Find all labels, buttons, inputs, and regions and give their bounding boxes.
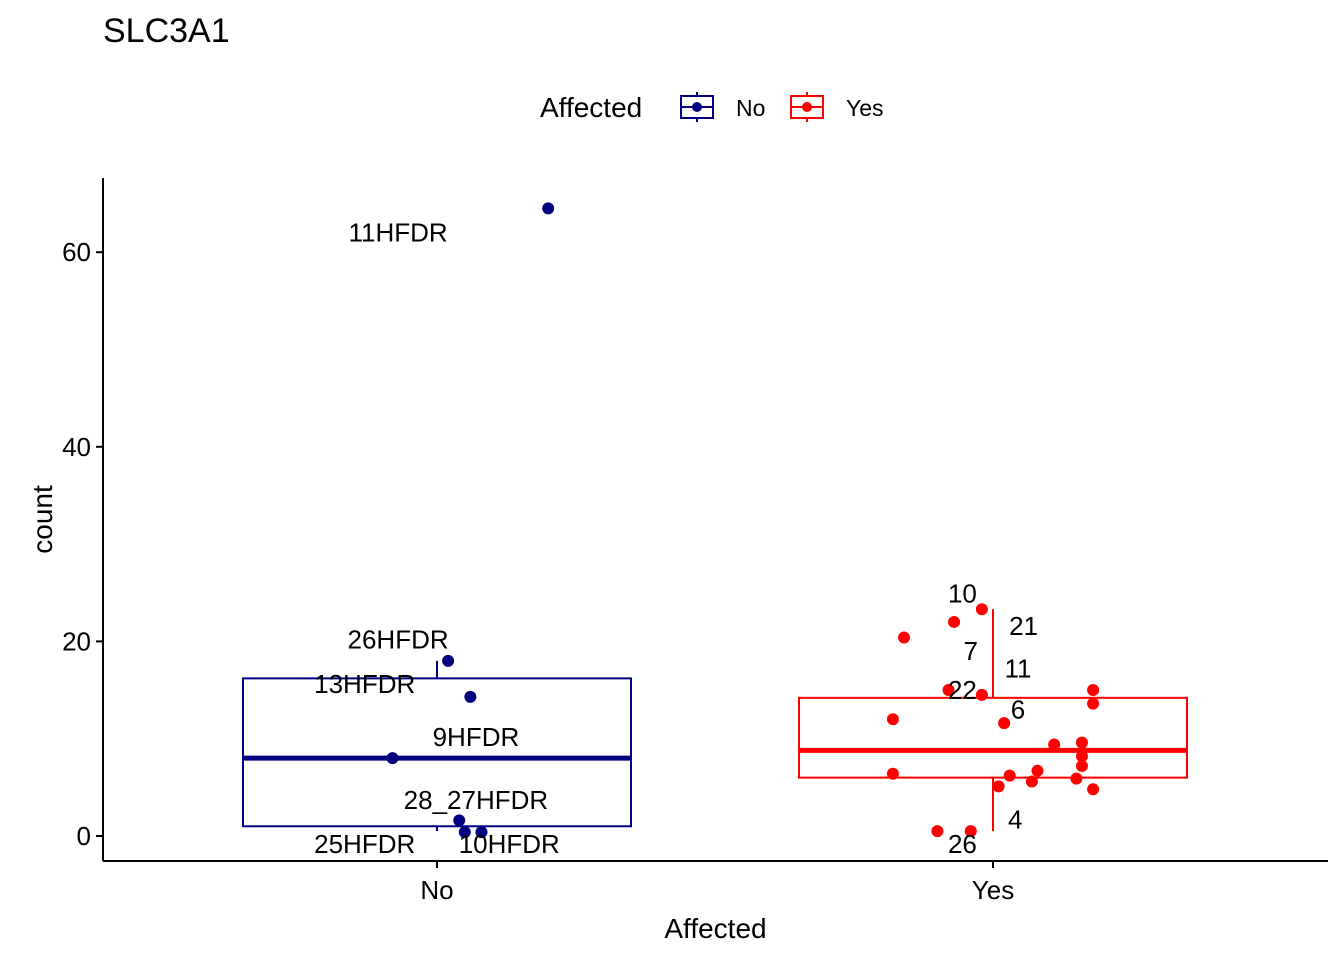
point-label: 22 [948, 675, 977, 705]
data-point [453, 814, 466, 827]
data-point [475, 826, 488, 839]
legend: Affected No Yes [540, 92, 884, 123]
point-label: 28_27HFDR [404, 785, 549, 815]
point-label: 13HFDR [314, 669, 415, 699]
data-point [1087, 697, 1100, 710]
data-point [931, 825, 944, 838]
point-label: 26HFDR [348, 624, 449, 654]
data-point [942, 684, 955, 697]
y-tick-label: 60 [62, 237, 91, 267]
data-point [975, 603, 988, 616]
data-point [464, 690, 477, 703]
data-point [998, 717, 1011, 730]
data-point [1075, 759, 1088, 772]
legend-key-point [692, 102, 702, 112]
box-iqr [242, 677, 632, 828]
axes: 0 20 40 60 No Yes Affected count [27, 178, 1328, 944]
point-label: 25HFDR [314, 829, 415, 859]
point-label: 6 [1011, 695, 1025, 725]
box-iqr [798, 696, 1188, 779]
legend-label: Yes [846, 95, 884, 121]
data-points [386, 202, 1100, 839]
point-label: 10 [948, 579, 977, 609]
chart-title: SLC3A1 [103, 12, 230, 50]
data-point [948, 615, 961, 628]
data-point [458, 826, 471, 839]
point-label: 9HFDR [433, 722, 520, 752]
data-point [992, 780, 1005, 793]
data-point [964, 825, 977, 838]
point-label: 26 [948, 829, 977, 859]
data-point [1070, 772, 1083, 785]
y-tick-label: 20 [62, 626, 91, 656]
data-point [542, 202, 555, 215]
point-label: 7 [964, 636, 978, 666]
legend-label: No [736, 95, 765, 121]
point-label: 10HFDR [459, 829, 560, 859]
y-axis-title: count [27, 485, 58, 554]
x-axis-title: Affected [664, 913, 766, 944]
data-point [1003, 769, 1016, 782]
data-point [1087, 783, 1100, 796]
legend-key-point [802, 102, 812, 112]
x-tick-label: Yes [972, 875, 1014, 905]
data-point [886, 713, 899, 726]
boxes [242, 609, 1188, 832]
data-point [442, 654, 455, 667]
data-point [1031, 764, 1044, 777]
point-label: 11HFDR [348, 218, 447, 248]
data-point [898, 631, 911, 644]
data-point [1025, 775, 1038, 788]
y-tick-label: 0 [77, 821, 91, 851]
data-point [386, 752, 399, 765]
point-label: 11 [1005, 654, 1032, 684]
y-tick-label: 40 [62, 432, 91, 462]
data-point [1048, 738, 1061, 751]
point-label: 21 [1009, 611, 1038, 641]
point-label: 4 [1008, 804, 1022, 834]
x-tick-label: No [420, 875, 453, 905]
legend-title: Affected [540, 92, 642, 123]
data-point [975, 688, 988, 701]
data-point [1087, 684, 1100, 697]
data-point [1075, 736, 1088, 749]
data-point [1075, 750, 1088, 763]
point-labels: 11HFDR 26HFDR 13HFDR 9HFDR 28_27HFDR 25HFDR 10… [314, 218, 1038, 859]
data-point [886, 767, 899, 780]
